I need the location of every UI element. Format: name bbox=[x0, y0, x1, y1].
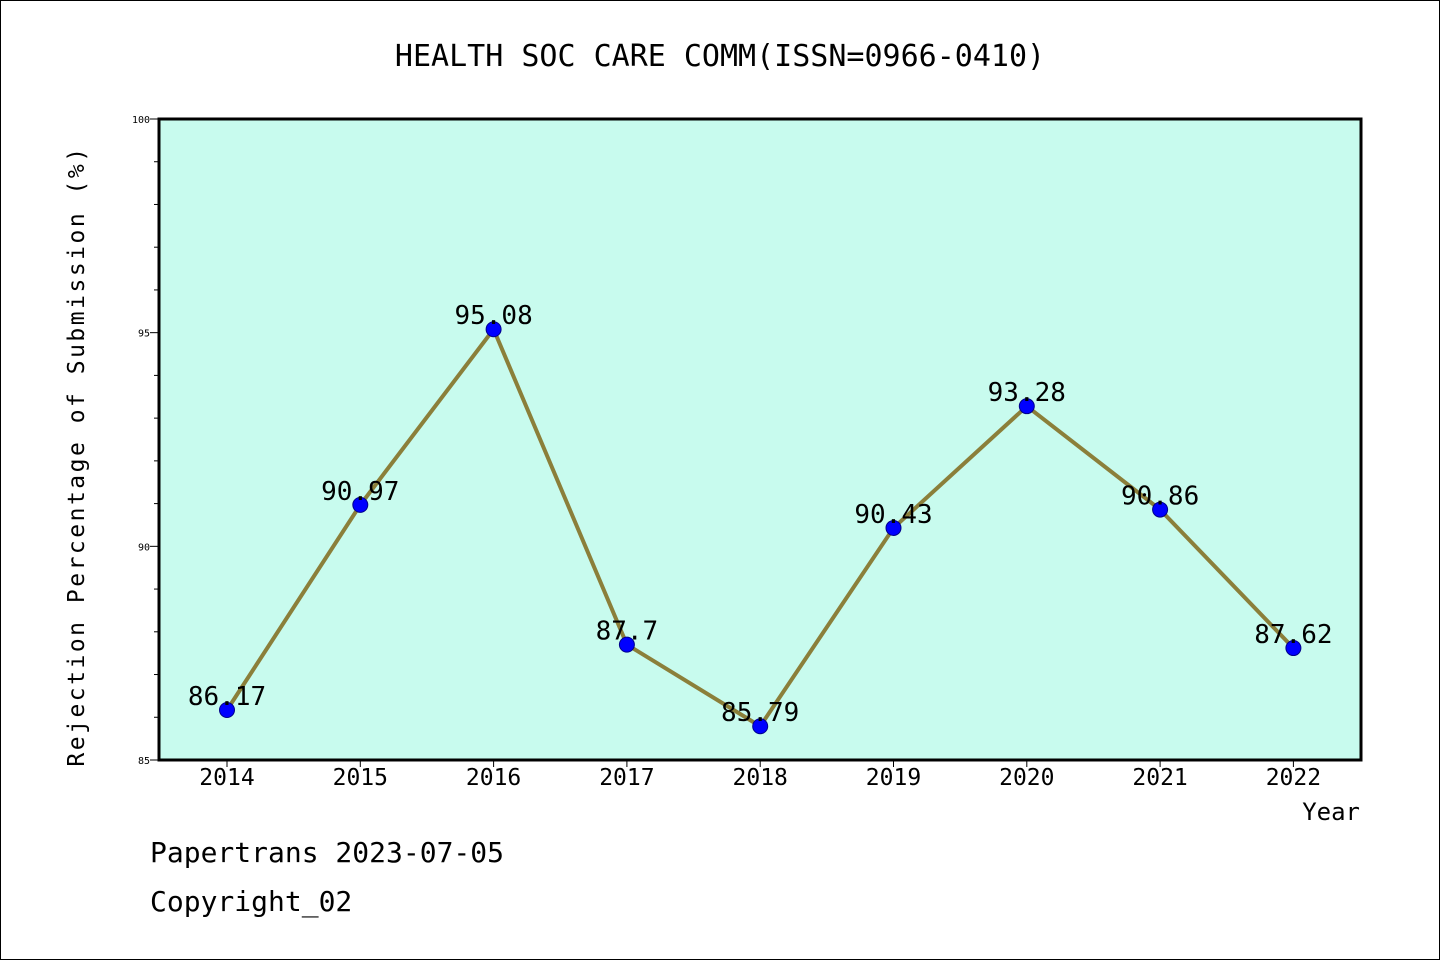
data-label: 90.86 bbox=[1121, 482, 1199, 512]
data-label: 87.7 bbox=[596, 617, 659, 647]
data-point bbox=[485, 321, 502, 338]
y-axis-title: Rejection Percentage of Submission (%) bbox=[64, 145, 90, 766]
x-tick-label: 2021 bbox=[1132, 765, 1187, 791]
x-tick-label: 2014 bbox=[199, 765, 254, 791]
data-label: 90.43 bbox=[854, 500, 932, 530]
data-label: 90.97 bbox=[321, 477, 399, 507]
y-axis: 85 90 95 100 bbox=[132, 115, 159, 767]
data-point bbox=[219, 702, 235, 719]
data-point bbox=[752, 718, 769, 735]
x-tick-label: 2022 bbox=[1266, 765, 1321, 791]
data-point bbox=[1152, 501, 1169, 518]
footer-date-text: Papertrans 2023-07-05 bbox=[150, 836, 505, 869]
x-tick-label: 2016 bbox=[466, 765, 521, 791]
x-tick-label: 2018 bbox=[733, 765, 788, 791]
y-tick-label: 85 bbox=[138, 756, 150, 767]
y-tick-label: 100 bbox=[132, 115, 150, 126]
data-point bbox=[352, 496, 369, 513]
x-axis: 2014 2015 2016 2017 2018 2019 2020 2021 2022 bbox=[199, 760, 1321, 791]
data-point bbox=[618, 636, 635, 653]
footer-copyright-text: Copyright_02 bbox=[150, 885, 353, 918]
x-tick-label: 2015 bbox=[333, 765, 388, 791]
data-label: 95.08 bbox=[454, 301, 532, 331]
plot-area bbox=[157, 117, 1363, 762]
x-axis-title: Year bbox=[1302, 798, 1360, 826]
data-label: 86.17 bbox=[188, 682, 266, 712]
data-label: 93.28 bbox=[988, 378, 1066, 408]
x-tick-label: 2020 bbox=[999, 765, 1054, 791]
data-point bbox=[885, 519, 902, 536]
data-point bbox=[1018, 398, 1035, 415]
y-tick-label: 90 bbox=[138, 542, 150, 553]
data-point bbox=[1285, 640, 1302, 657]
data-label: 85.79 bbox=[721, 698, 799, 728]
x-tick-label: 2017 bbox=[599, 765, 654, 791]
data-labels: 86.17 90.97 95.08 87.7 85.79 90.43 93.28 90.86 8… bbox=[188, 301, 1333, 728]
x-tick-label: 2019 bbox=[866, 765, 921, 791]
data-label: 87.62 bbox=[1254, 620, 1332, 650]
chart-title: HEALTH SOC CARE COMM(ISSN=0966-0410) bbox=[395, 39, 1045, 74]
series bbox=[219, 321, 1302, 735]
y-tick-label: 95 bbox=[138, 329, 150, 340]
